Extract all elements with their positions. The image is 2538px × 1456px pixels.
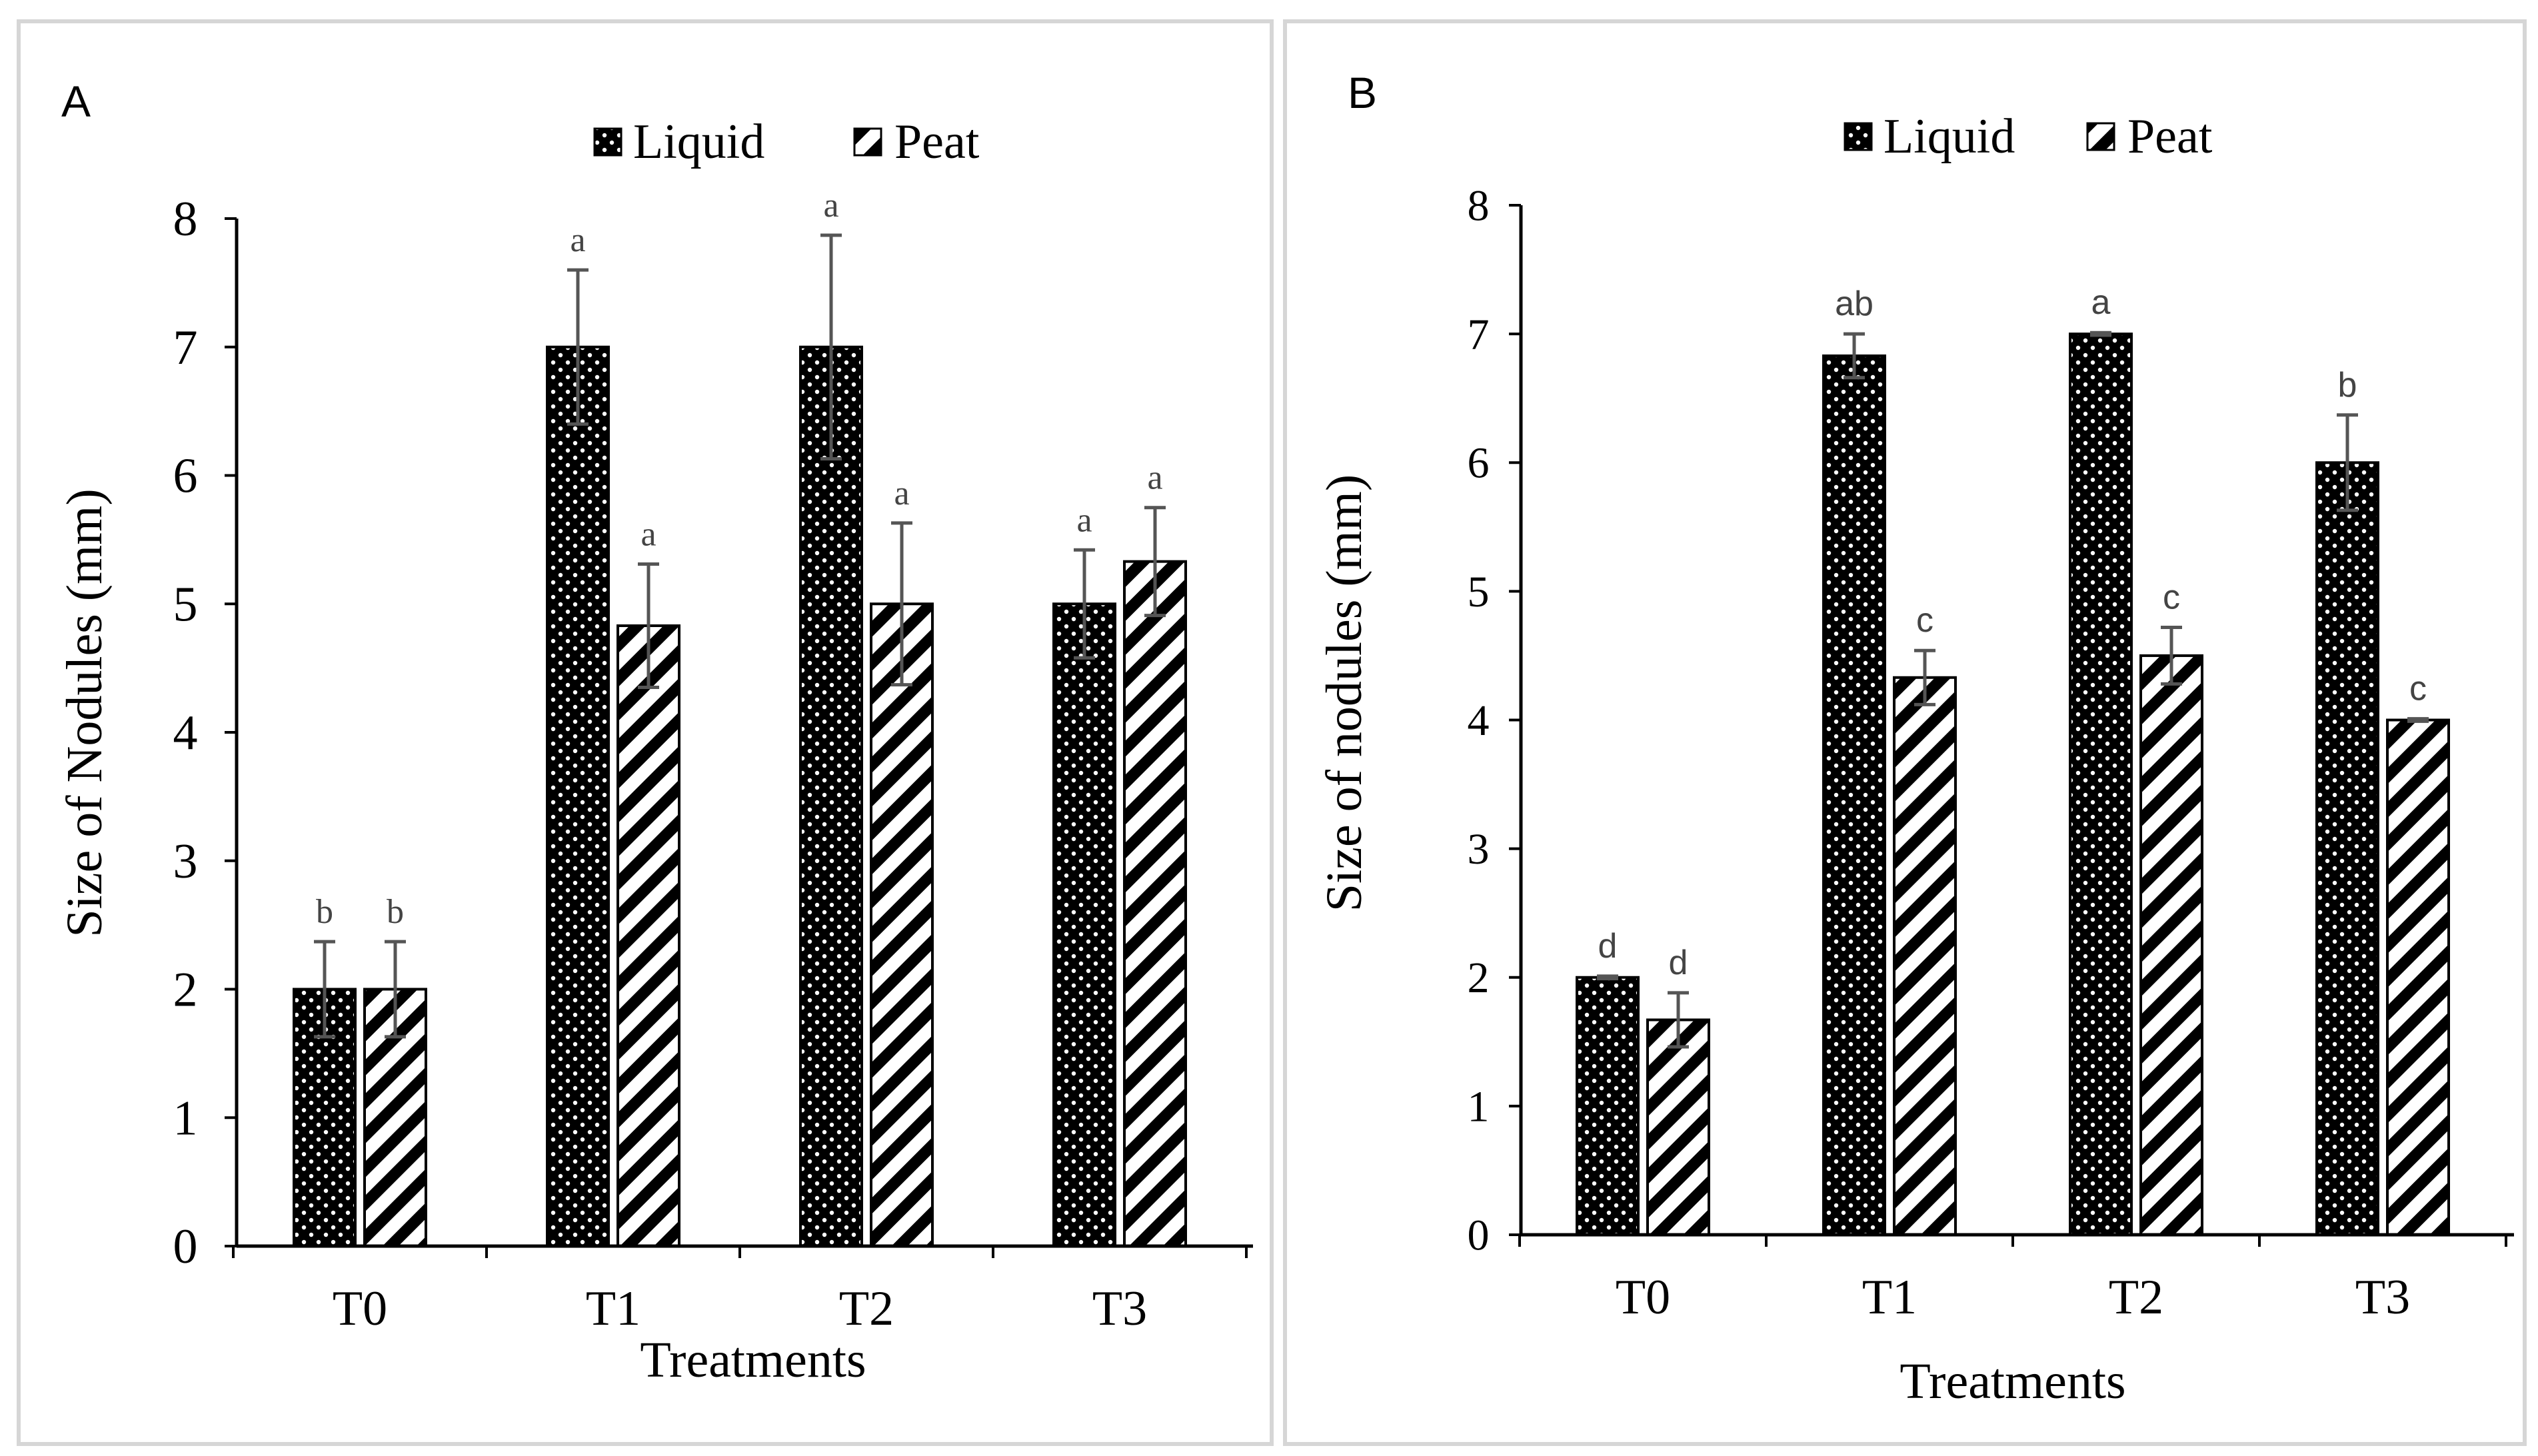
significance-letter-b-peat-t3: c <box>2409 670 2427 708</box>
y-tick-label-b-1: 1 <box>1468 1082 1490 1131</box>
bar-a-peat-t3 <box>1123 560 1187 1248</box>
significance-letter-a-liquid-t0: b <box>316 893 333 931</box>
significance-letter-b-liquid-t2: a <box>2091 283 2111 322</box>
significance-letter-a-peat-t3: a <box>1147 459 1162 497</box>
bar-b-peat-t0 <box>1646 1018 1710 1236</box>
error-bar-b-peat-t1 <box>1914 648 1935 706</box>
legend-a: Liquid Peat <box>593 115 980 169</box>
x-tick-label-a-t3: T3 <box>1092 1281 1147 1336</box>
bar-a-liquid-t1 <box>546 345 610 1247</box>
significance-letter-b-liquid-t0: d <box>1598 927 1618 966</box>
bar-b-peat-t1 <box>1893 676 1957 1236</box>
y-tick-label-a-8: 8 <box>173 192 198 247</box>
y-tick-label-b-4: 4 <box>1468 696 1490 745</box>
error-bar-a-peat-t3 <box>1144 506 1166 618</box>
chart-panel-a: A Size of Nodules (mm) Treatments Liquid… <box>57 77 1253 1388</box>
error-bar-b-liquid-t0 <box>1597 974 1618 981</box>
significance-letter-a-peat-t0: b <box>387 893 404 931</box>
y-tick-label-a-2: 2 <box>173 963 198 1018</box>
x-axis-label-a: Treatments <box>640 1332 866 1388</box>
y-tick-label-a-1: 1 <box>173 1091 198 1145</box>
error-bar-a-peat-t0 <box>385 940 406 1039</box>
legend-swatch-liquid-a <box>593 127 623 157</box>
error-bar-a-peat-t1 <box>638 562 659 690</box>
significance-letter-a-peat-t2: a <box>894 474 909 512</box>
y-tick-label-a-5: 5 <box>173 577 198 632</box>
legend-label-liquid-b: Liquid <box>1884 109 2015 164</box>
chart-panel-b: B Size of nodules (mm) Treatments Liquid… <box>1316 68 2514 1409</box>
error-bar-b-peat-t2 <box>2161 625 2182 686</box>
legend-swatch-liquid-b <box>1844 122 1873 151</box>
bar-b-liquid-t0 <box>1576 976 1640 1236</box>
x-tick-label-a-t1: T1 <box>586 1281 640 1336</box>
bar-a-liquid-t3 <box>1052 602 1116 1247</box>
bar-b-liquid-t3 <box>2315 461 2379 1236</box>
y-tick-label-b-3: 3 <box>1468 825 1490 874</box>
significance-letter-b-peat-t0: d <box>1669 944 1688 982</box>
error-bar-a-peat-t2 <box>891 521 912 687</box>
bar-b-liquid-t2 <box>2069 333 2133 1236</box>
error-bar-b-liquid-t3 <box>2337 413 2358 512</box>
error-bar-a-liquid-t0 <box>314 940 335 1039</box>
x-tick-label-a-t0: T0 <box>333 1281 387 1336</box>
x-tick-label-a-t2: T2 <box>839 1281 894 1336</box>
legend-label-liquid-a: Liquid <box>633 115 764 169</box>
panel-label-a: A <box>61 77 91 126</box>
significance-letter-a-peat-t1: a <box>640 515 656 553</box>
y-tick-label-a-0: 0 <box>173 1219 198 1274</box>
x-tick-label-b-t1: T1 <box>1862 1270 1917 1325</box>
bar-a-peat-t1 <box>617 624 680 1247</box>
y-tick-label-b-2: 2 <box>1468 954 1490 1002</box>
error-bar-a-liquid-t3 <box>1074 548 1095 660</box>
error-bar-b-liquid-t2 <box>2090 331 2111 337</box>
significance-letter-a-liquid-t2: a <box>823 187 838 225</box>
error-bar-b-liquid-t1 <box>1844 332 1865 380</box>
legend-swatch-peat-b <box>2086 122 2115 151</box>
y-tick-label-b-5: 5 <box>1468 568 1490 616</box>
significance-letter-b-peat-t2: c <box>2163 578 2180 616</box>
legend-label-peat-b: Peat <box>2127 109 2213 164</box>
significance-letter-b-liquid-t1: ab <box>1835 285 1874 323</box>
legend-label-peat-a: Peat <box>894 115 980 169</box>
x-tick-label-b-t0: T0 <box>1616 1270 1670 1325</box>
x-tick-label-b-t3: T3 <box>2355 1270 2410 1325</box>
legend-swatch-peat-a <box>853 127 882 157</box>
significance-letter-b-liquid-t3: b <box>2338 366 2357 404</box>
y-axis-label-a: Size of Nodules (mm) <box>57 488 113 937</box>
panel-label-b: B <box>1348 68 1377 117</box>
y-tick-label-a-3: 3 <box>173 834 198 889</box>
y-tick-label-a-6: 6 <box>173 449 198 504</box>
y-axis-label-b: Size of nodules (mm) <box>1316 474 1372 912</box>
bar-a-peat-t2 <box>870 602 934 1247</box>
error-bar-b-peat-t3 <box>2407 717 2429 723</box>
bar-b-peat-t3 <box>2386 718 2450 1236</box>
bar-b-peat-t2 <box>2139 654 2203 1236</box>
significance-letter-a-liquid-t3: a <box>1076 501 1092 539</box>
y-tick-label-a-7: 7 <box>173 321 198 375</box>
error-bar-a-liquid-t1 <box>567 268 589 426</box>
legend-b: Liquid Peat <box>1844 109 2213 164</box>
significance-letter-b-peat-t1: c <box>1916 601 1933 640</box>
y-tick-label-b-0: 0 <box>1468 1211 1490 1259</box>
bar-a-liquid-t2 <box>799 345 863 1247</box>
x-axis-label-b: Treatments <box>1900 1353 2125 1409</box>
y-tick-label-a-4: 4 <box>173 706 198 760</box>
y-tick-label-b-6: 6 <box>1468 439 1490 488</box>
significance-letter-a-liquid-t1: a <box>570 221 585 259</box>
x-tick-label-b-t2: T2 <box>2109 1270 2163 1325</box>
error-bar-a-liquid-t2 <box>820 233 842 460</box>
bar-b-liquid-t1 <box>1822 354 1886 1236</box>
error-bar-b-peat-t0 <box>1668 991 1689 1049</box>
y-tick-label-b-7: 7 <box>1468 311 1490 359</box>
y-tick-label-b-8: 8 <box>1468 181 1490 230</box>
